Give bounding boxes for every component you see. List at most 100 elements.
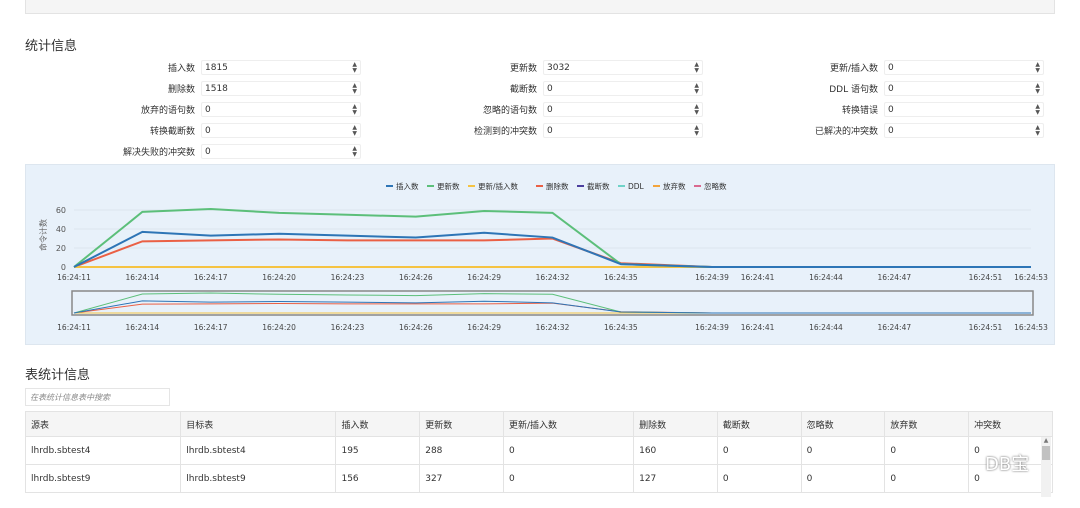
spinner-icon[interactable]: ▲ ▼ [1035, 82, 1040, 95]
x-tick-label: 16:24:35 [604, 323, 638, 332]
x-tick-label: 16:24:11 [57, 323, 91, 332]
column-header[interactable]: 目标表 [180, 411, 337, 437]
stat-input[interactable]: 0 ▲ ▼ [884, 81, 1044, 96]
legend-label: 更新数 [437, 181, 460, 191]
column-header[interactable]: 插入数 [335, 411, 421, 437]
table-cell: 195 [335, 436, 421, 465]
stat-label: 转换错误 [841, 106, 878, 116]
spinner-icon[interactable]: ▲ ▼ [352, 145, 357, 158]
stat-input[interactable]: 0 ▲ ▼ [543, 102, 703, 117]
stat-label: 更新/插入数 [829, 64, 878, 74]
table-cell: lhrdb.sbtest9 [180, 464, 337, 493]
stat-input[interactable]: 0 ▲ ▼ [884, 102, 1044, 117]
table-cell: 160 [633, 436, 718, 465]
stat-value: 0 [205, 146, 211, 157]
stat-input[interactable]: 0 ▲ ▼ [543, 81, 703, 96]
legend-label: 插入数 [396, 181, 419, 191]
spinner-icon[interactable]: ▲ ▼ [1035, 103, 1040, 116]
column-header[interactable]: 更新/插入数 [502, 411, 635, 437]
x-tick-label: 16:24:51 [969, 323, 1003, 332]
spinner-icon[interactable]: ▲ ▼ [694, 82, 699, 95]
x-tick-label: 16:24:44 [809, 323, 843, 332]
stat-field: 删除数 1518 ▲ ▼ [25, 80, 361, 97]
column-header[interactable]: 忽略数 [800, 411, 886, 437]
stat-field: 放弃的语句数 0 ▲ ▼ [25, 101, 361, 118]
stat-input[interactable]: 0 ▲ ▼ [884, 60, 1044, 75]
table-cell: lhrdb.sbtest4 [24, 436, 182, 465]
table-row: lhrdb.sbtest4 lhrdb.sbtest4 195 288 0 160 0 0 0 0 [24, 436, 1053, 465]
y-tick-label: 20 [56, 244, 66, 253]
stat-field: 转换截断数 0 ▲ ▼ [25, 122, 361, 139]
spinner-icon[interactable]: ▲ ▼ [1035, 124, 1040, 137]
spinner-icon[interactable]: ▲ ▼ [1035, 61, 1040, 74]
table-cell: 0 [968, 464, 1053, 493]
stat-field: 截断数 0 ▲ ▼ [367, 80, 703, 97]
column-header[interactable]: 冲突数 [968, 411, 1053, 437]
stat-input[interactable]: 1815 ▲ ▼ [201, 60, 361, 75]
stat-label: 已解决的冲突数 [814, 127, 878, 137]
spinner-icon[interactable]: ▲ ▼ [352, 103, 357, 116]
column-header[interactable]: 删除数 [633, 411, 718, 437]
x-tick-label: 16:24:20 [262, 273, 296, 282]
x-tick-label: 16:24:35 [604, 273, 638, 282]
stat-input[interactable]: 0 ▲ ▼ [543, 123, 703, 138]
table-search-input[interactable]: 在表统计信息表中搜索 [25, 388, 170, 406]
stat-input[interactable]: 3032 ▲ ▼ [543, 60, 703, 75]
x-tick-label: 16:24:17 [194, 273, 228, 282]
stats-chart: 0 20 40 60 命令计数 16:24:11 16:24:11 16:24:14 16:24… [25, 164, 1055, 345]
table-scrollbar[interactable]: ▲ [1041, 437, 1051, 497]
table-cell: 0 [800, 464, 886, 493]
stats-heading: 统计信息 [25, 39, 78, 54]
x-tick-label: 16:24:41 [741, 323, 775, 332]
y-tick-label: 0 [61, 263, 66, 272]
x-tick-label: 16:24:53 [1014, 323, 1048, 332]
column-header[interactable]: 更新数 [419, 411, 504, 437]
spinner-icon[interactable]: ▲ ▼ [352, 82, 357, 95]
y-tick-label: 40 [56, 225, 66, 234]
stat-field: 已解决的冲突数 0 ▲ ▼ [708, 122, 1044, 139]
stat-label: 插入数 [167, 64, 195, 74]
legend-label: DDL [628, 182, 645, 191]
spinner-icon[interactable]: ▲ ▼ [352, 61, 357, 74]
legend-label: 截断数 [587, 181, 610, 191]
stat-field: 检测到的冲突数 0 ▲ ▼ [367, 122, 703, 139]
table-cell: 0 [884, 436, 970, 465]
top-panel [25, 0, 1055, 14]
stat-input[interactable]: 1518 ▲ ▼ [201, 81, 361, 96]
series-line [73, 237, 1031, 268]
stat-input[interactable]: 0 ▲ ▼ [201, 123, 361, 138]
x-tick-label: 16:24:47 [877, 323, 911, 332]
stat-field: 插入数 1815 ▲ ▼ [25, 59, 361, 76]
x-tick-label: 16:24:39 [695, 273, 729, 282]
stat-label: 忽略的语句数 [482, 106, 537, 116]
stat-value: 0 [888, 62, 894, 73]
stat-value: 0 [888, 83, 894, 94]
stat-value: 0 [888, 104, 894, 115]
column-header[interactable]: 截断数 [716, 411, 802, 437]
column-header[interactable]: 放弃数 [884, 411, 970, 437]
legend-label: 更新/插入数 [478, 181, 519, 191]
stat-value: 0 [547, 125, 553, 136]
y-tick-label: 60 [56, 206, 66, 215]
stat-input[interactable]: 0 ▲ ▼ [201, 144, 361, 159]
stat-input[interactable]: 0 ▲ ▼ [884, 123, 1044, 138]
legend-label: 放弃数 [663, 181, 686, 191]
x-tick-label: 16:24:23 [331, 323, 365, 332]
legend-label: 忽略数 [704, 181, 727, 191]
stat-value: 0 [547, 83, 553, 94]
x-tick-label: 16:24:11 [57, 273, 91, 282]
table-row: lhrdb.sbtest9 lhrdb.sbtest9 156 327 0 127 0 0 0 0 [24, 464, 1053, 493]
table-cell: 0 [502, 464, 635, 493]
table-cell: 156 [335, 464, 421, 493]
x-tick-label: 16:24:14 [126, 323, 160, 332]
spinner-icon[interactable]: ▲ ▼ [352, 124, 357, 137]
column-header[interactable]: 源表 [24, 411, 182, 437]
stat-input[interactable]: 0 ▲ ▼ [201, 102, 361, 117]
stat-value: 0 [888, 125, 894, 136]
spinner-icon[interactable]: ▲ ▼ [694, 103, 699, 116]
table-cell: 288 [419, 436, 504, 465]
spinner-icon[interactable]: ▲ ▼ [694, 124, 699, 137]
spinner-icon[interactable]: ▲ ▼ [694, 61, 699, 74]
table-stats-heading: 表统计信息 [25, 368, 91, 383]
table-cell: lhrdb.sbtest9 [24, 464, 182, 493]
